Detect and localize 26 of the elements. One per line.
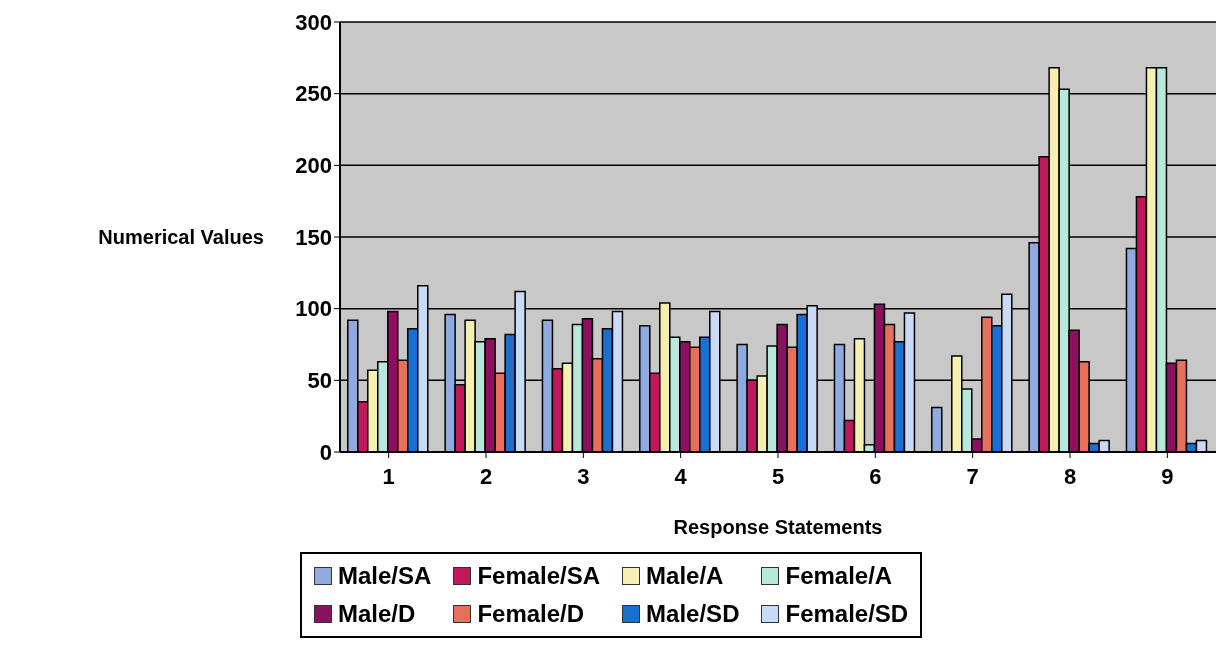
- y-tick-label: 300: [295, 9, 332, 35]
- legend-label: Female/SA: [477, 562, 601, 590]
- y-tick-label: 100: [295, 296, 332, 322]
- x-tick-label: 4: [674, 463, 688, 489]
- x-tick-label: 1: [382, 463, 395, 489]
- legend-label: Female/SD: [785, 600, 909, 628]
- x-tick-label: 9: [1161, 463, 1174, 489]
- y-tick-label: 250: [295, 81, 332, 107]
- y-axis-title: Numerical Values: [98, 226, 264, 249]
- x-tick-label: 8: [1063, 463, 1077, 489]
- legend-label: Male/A: [646, 562, 724, 590]
- x-tick-label: 2: [479, 463, 493, 489]
- legend-label: Male/SA: [338, 562, 432, 590]
- x-axis-title: Response Statements: [673, 516, 883, 538]
- legend-label: Female/D: [477, 600, 585, 628]
- x-tick-label: 5: [771, 463, 785, 489]
- x-tick-label: 6: [869, 463, 882, 489]
- y-tick-label: 150: [295, 224, 332, 250]
- x-tick-label: 7: [966, 463, 979, 489]
- y-tick-label: 200: [295, 153, 332, 179]
- y-tick-label: 0: [319, 439, 332, 465]
- legend-label: Male/D: [338, 600, 416, 628]
- legend-label: Female/A: [785, 562, 893, 590]
- x-tick-label: 3: [577, 463, 590, 489]
- legend-label: Male/SD: [646, 600, 740, 628]
- y-tick-label: 50: [307, 368, 332, 394]
